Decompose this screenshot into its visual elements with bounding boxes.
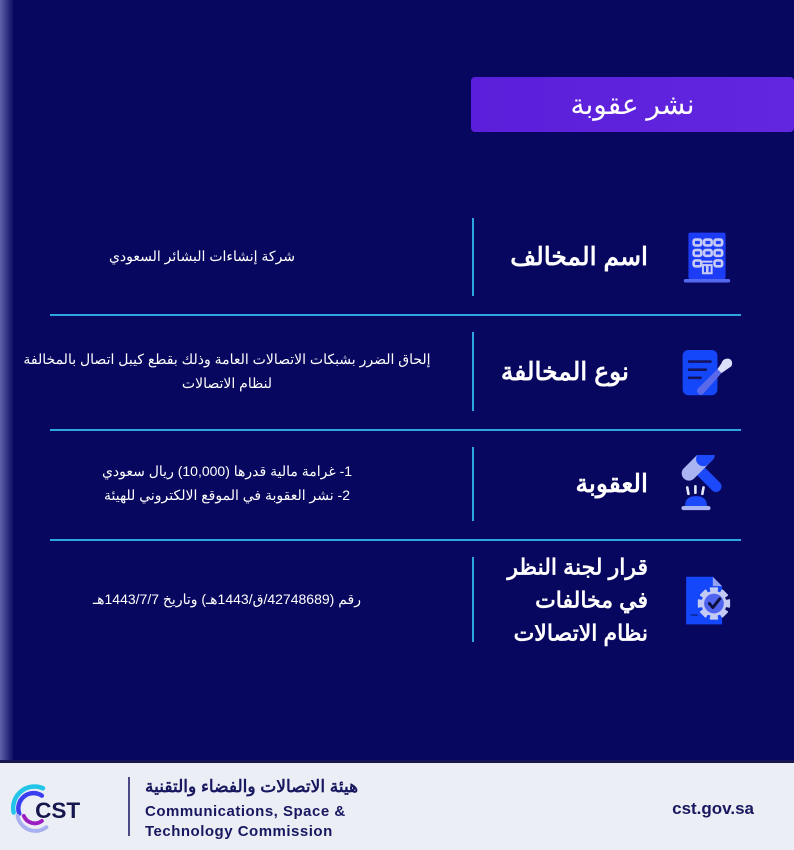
svg-text:CST: CST [35, 798, 80, 823]
